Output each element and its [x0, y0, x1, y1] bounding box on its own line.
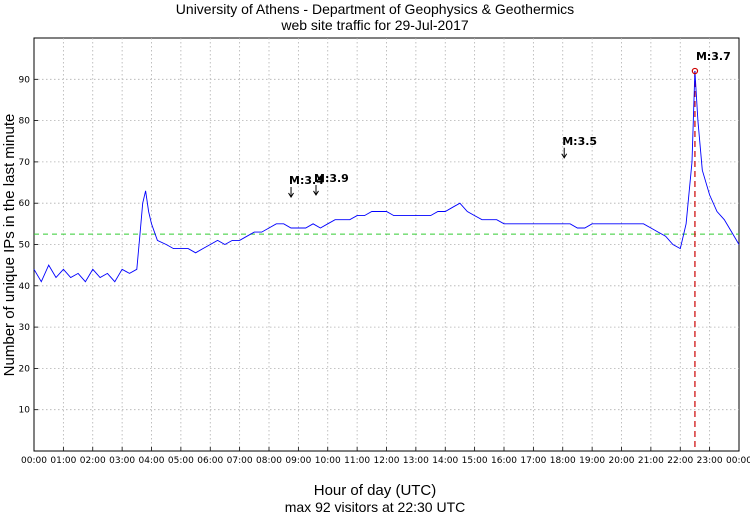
annotation-label: M:3.7: [696, 50, 731, 63]
chart-caption: max 92 visitors at 22:30 UTC: [285, 499, 466, 515]
x-tick-label: 09:00: [285, 456, 311, 466]
x-tick-label: 04:00: [139, 456, 165, 466]
x-tick-label: 05:00: [168, 456, 194, 466]
annotation-arrow-head: [288, 192, 294, 198]
x-tick-label: 11:00: [344, 456, 370, 466]
x-tick-label: 18:00: [550, 456, 576, 466]
x-tick-label: 19:00: [579, 456, 605, 466]
x-tick-label: 01:00: [50, 456, 76, 466]
x-tick-label: 15:00: [462, 456, 488, 466]
x-tick-label: 16:00: [491, 456, 517, 466]
axis-ticks: 00:00 01:00 02:00 03:00 04:00 05:00 06:00 07:00…: [19, 75, 750, 466]
y-tick-label: 70: [19, 158, 31, 168]
x-tick-label: 14:00: [432, 456, 458, 466]
series-layer: [33, 70, 740, 451]
chart-title-line2: web site traffic for 29-Jul-2017: [280, 17, 468, 33]
annotation-arrow-head: [561, 153, 568, 159]
grid-lines: [34, 38, 739, 451]
max-point-marker: [691, 67, 699, 75]
x-tick-label: 06:00: [197, 456, 223, 466]
x-tick-label: 17:00: [520, 456, 546, 466]
y-tick-label: 50: [19, 241, 31, 251]
annotation-label: M:3.4: [289, 174, 324, 187]
x-tick-label: 20:00: [609, 456, 635, 466]
x-tick-label: 10:00: [315, 456, 341, 466]
x-tick-label: 21:00: [638, 456, 664, 466]
annotation-label: M:3.5: [562, 135, 597, 148]
annotation-label: M:3.9: [314, 172, 349, 185]
x-tick-label: 00:00: [21, 456, 47, 466]
y-tick-label: 60: [19, 199, 31, 209]
chart-title-line1: University of Athens - Department of Geo…: [176, 1, 574, 17]
y-tick-label: 40: [19, 282, 31, 292]
x-tick-label: 07:00: [227, 456, 253, 466]
x-tick-label: 02:00: [80, 456, 106, 466]
annotation-arrow-head: [313, 190, 319, 196]
x-tick-label: 00:00: [726, 456, 750, 466]
x-axis-label: Hour of day (UTC): [314, 482, 437, 499]
overlay-layer: M:3.4M:3.9 M:3.5 M:3.7: [288, 50, 731, 198]
y-axis-label: Number of unique IPs in the last minute: [1, 114, 18, 377]
y-tick-label: 20: [19, 364, 31, 374]
x-tick-label: 03:00: [109, 456, 135, 466]
y-tick-label: 90: [19, 75, 31, 85]
x-tick-label: 12:00: [374, 456, 400, 466]
y-tick-label: 30: [19, 323, 31, 333]
x-tick-label: 13:00: [403, 456, 429, 466]
y-tick-label: 10: [19, 406, 31, 416]
x-tick-label: 08:00: [256, 456, 282, 466]
x-tick-label: 22:00: [667, 456, 693, 466]
traffic-series-line: [33, 70, 740, 283]
y-tick-label: 80: [19, 117, 31, 127]
x-tick-label: 23:00: [697, 456, 723, 466]
